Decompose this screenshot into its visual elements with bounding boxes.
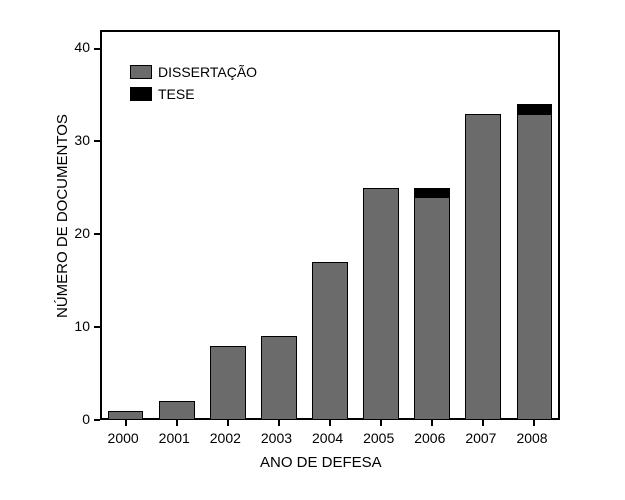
bar-segment: [312, 262, 348, 420]
bar-segment: [261, 336, 297, 420]
y-tick-label: 10: [74, 318, 90, 334]
chart-container: NÚMERO DE DOCUMENTOS ANO DE DEFESA DISSE…: [0, 0, 625, 500]
x-tick: [533, 420, 535, 426]
legend-label: TESE: [158, 86, 195, 102]
x-axis-label: ANO DE DEFESA: [260, 454, 382, 471]
y-tick-label: 40: [74, 39, 90, 55]
bar-segment: [414, 188, 450, 197]
x-tick: [431, 420, 433, 426]
y-tick-label: 20: [74, 225, 90, 241]
y-tick: [94, 140, 100, 142]
x-tick: [278, 420, 280, 426]
y-tick: [94, 233, 100, 235]
legend-label: DISSERTAÇÃO: [158, 64, 257, 80]
legend-item: DISSERTAÇÃO: [130, 64, 257, 80]
x-tick-label: 2003: [261, 430, 292, 446]
x-tick: [482, 420, 484, 426]
x-tick: [227, 420, 229, 426]
bar-segment: [517, 104, 553, 113]
legend-swatch: [130, 87, 152, 101]
bar-segment: [465, 114, 501, 420]
bar-segment: [363, 188, 399, 420]
y-tick: [94, 326, 100, 328]
x-tick-label: 2005: [363, 430, 394, 446]
bar-segment: [210, 346, 246, 420]
x-tick: [380, 420, 382, 426]
bar-segment: [159, 401, 195, 420]
x-tick-label: 2000: [108, 430, 139, 446]
x-tick-label: 2004: [312, 430, 343, 446]
legend-item: TESE: [130, 86, 195, 102]
y-axis-label: NÚMERO DE DOCUMENTOS: [54, 114, 71, 318]
x-tick-label: 2008: [516, 430, 547, 446]
y-tick: [94, 48, 100, 50]
x-tick-label: 2001: [159, 430, 190, 446]
y-tick-label: 0: [82, 411, 90, 427]
x-tick-label: 2006: [414, 430, 445, 446]
x-tick: [329, 420, 331, 426]
legend-swatch: [130, 65, 152, 79]
y-tick-label: 30: [74, 132, 90, 148]
bar-segment: [517, 114, 553, 420]
y-tick: [94, 419, 100, 421]
x-tick: [125, 420, 127, 426]
x-tick-label: 2007: [465, 430, 496, 446]
x-tick: [176, 420, 178, 426]
x-tick-label: 2002: [210, 430, 241, 446]
bar-segment: [414, 197, 450, 420]
bar-segment: [108, 411, 144, 420]
